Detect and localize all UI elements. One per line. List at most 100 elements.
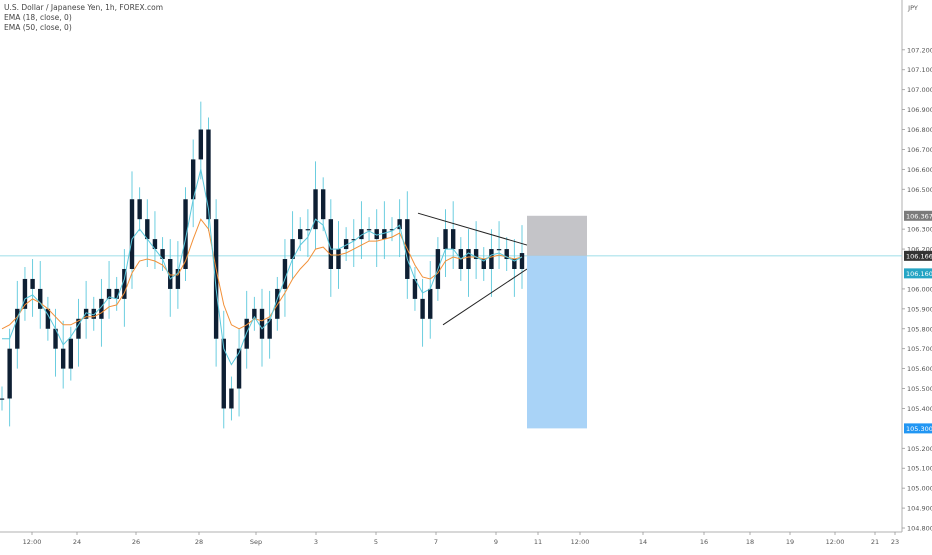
candle-body (519, 253, 525, 269)
y-tick-label: 105.700 (907, 345, 932, 353)
y-tick-label: 107.000 (907, 86, 932, 94)
candle-body (122, 268, 127, 299)
candle-body (83, 308, 89, 319)
candle-body (397, 219, 402, 230)
candle-body (0, 398, 5, 400)
candle-body (129, 199, 135, 269)
candle-body (183, 199, 188, 269)
candle-body (145, 219, 150, 240)
candle-body (252, 308, 257, 319)
candle-body (412, 278, 418, 299)
candle-body (320, 189, 326, 220)
x-tick-label: 7 (434, 538, 438, 546)
x-tick-label: 19 (786, 538, 794, 546)
x-tick-label: 5 (374, 538, 378, 546)
candle-body (22, 278, 28, 309)
candle-body (366, 229, 372, 231)
candle-body (190, 159, 196, 200)
candle-body (198, 129, 204, 160)
candle-body (336, 249, 341, 269)
candle-body (30, 278, 35, 289)
candle-body (305, 229, 311, 231)
stop-price-label-box (904, 210, 932, 221)
candle-body (152, 239, 158, 250)
candle-body (496, 249, 502, 251)
candle-body (420, 298, 425, 319)
triangle-upper-line (417, 212, 528, 246)
entry-price-label-box (904, 250, 932, 261)
candle-body (99, 298, 104, 319)
candle-body (481, 259, 486, 269)
triangle-lower-line (442, 268, 528, 326)
y-tick-label: 106.900 (907, 106, 932, 114)
candle-body (443, 229, 448, 250)
ema18-line (2, 169, 523, 366)
x-tick-label: 23 (891, 538, 899, 546)
candle-body (53, 328, 58, 349)
candle-body (213, 219, 219, 339)
candle-body (512, 259, 517, 269)
y-tick-label: 107.100 (907, 66, 932, 74)
candle-body (504, 249, 509, 260)
y-tick-label: 106.800 (907, 126, 932, 134)
candle-body (389, 229, 395, 231)
candle-body (275, 288, 280, 319)
candle-body (114, 288, 119, 299)
candles (0, 101, 525, 429)
indicator-ema50: EMA (50, close, 0) (4, 23, 72, 32)
y-tick-label: 105.600 (907, 365, 932, 373)
x-tick-label: 9 (494, 538, 498, 546)
y-tick-label: 106.300 (907, 226, 932, 234)
candle-body (76, 318, 81, 339)
target-price-label: 105.300 (906, 425, 932, 433)
target-price-label-box (904, 423, 932, 434)
candle-body (351, 239, 356, 241)
candle-body (267, 318, 272, 339)
y-tick-label: 105.100 (907, 465, 932, 473)
candle-body (290, 239, 295, 260)
x-tick-label: 24 (73, 538, 81, 546)
x-tick-label: 12:00 (23, 538, 42, 546)
candle-body (374, 229, 379, 240)
x-tick-label: Sep (250, 538, 262, 546)
candle-body (343, 239, 349, 250)
candle-body (60, 348, 66, 369)
candle-body (466, 249, 471, 269)
candle-body (7, 348, 12, 399)
x-tick-label: 12:00 (571, 538, 590, 546)
candle-body (137, 199, 142, 220)
x-tick-label: 26 (132, 538, 140, 546)
y-tick-label: 106.500 (907, 186, 932, 194)
candle-body (206, 129, 211, 220)
y-tick-label: 105.200 (907, 445, 932, 453)
candle-body (259, 308, 265, 339)
x-tick-label: 16 (700, 538, 708, 546)
x-tick-label: 18 (746, 538, 754, 546)
stop-price-label: 106.367 (906, 212, 932, 220)
candle-body (489, 249, 494, 269)
chart-legend: U.S. Dollar / Japanese Yen, 1h, FOREX.co… (4, 3, 163, 33)
candle-body (450, 229, 456, 250)
candle-body (473, 249, 479, 260)
y-tick-label: 105.900 (907, 305, 932, 313)
take-profit-zone (527, 255, 587, 429)
chart-title: U.S. Dollar / Japanese Yen, 1h, FOREX.co… (4, 3, 164, 12)
x-tick-label: 14 (639, 538, 647, 546)
y-tick-label: 105.500 (907, 385, 932, 393)
candle-body (282, 259, 288, 289)
x-tick-label: 21 (871, 538, 879, 546)
candle-body (298, 229, 303, 240)
candle-body (382, 229, 387, 240)
stop-loss-zone (527, 215, 587, 256)
candle-body (229, 388, 234, 409)
candle-body (428, 288, 433, 319)
y-tick-label: 106.600 (907, 166, 932, 174)
y-tick-label: 105.000 (907, 485, 932, 493)
currency-label: JPY (907, 4, 918, 12)
candle-body (175, 268, 181, 289)
y-tick-label: 106.000 (907, 285, 932, 293)
candle-body (313, 189, 318, 230)
candle-body (328, 219, 334, 269)
